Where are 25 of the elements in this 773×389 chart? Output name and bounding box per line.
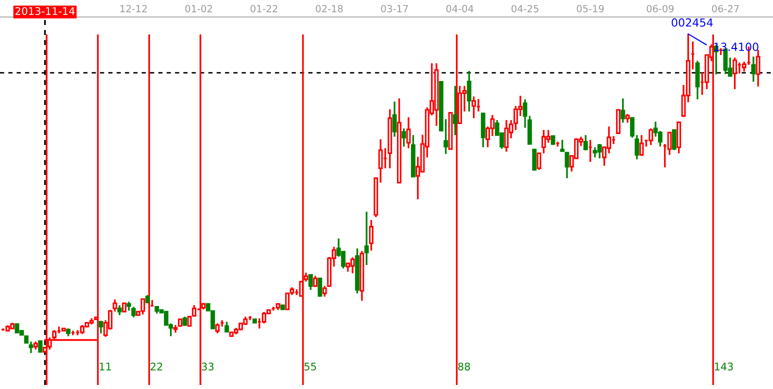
candlestick xyxy=(466,70,472,112)
x-tick-label: 04-25 xyxy=(512,4,538,12)
candlestick xyxy=(364,210,369,266)
text: 143 xyxy=(714,362,733,370)
text: 002454 xyxy=(672,18,713,27)
text: 11 xyxy=(100,362,111,370)
x-tick-label: 06-27 xyxy=(712,4,739,12)
text: 2013-11-14 xyxy=(15,7,75,15)
text: 88 xyxy=(458,362,470,370)
x-tick-label: 01-22 xyxy=(250,4,278,12)
x-tick-label: 03-17 xyxy=(381,4,408,12)
x-tick-label: 12-12 xyxy=(120,4,147,12)
x-tick-label: 02-18 xyxy=(316,4,343,12)
text: 55 xyxy=(304,362,316,370)
x-tick-label: 01-02 xyxy=(185,4,212,12)
candlestick xyxy=(406,116,411,150)
x-tick-label: 05-19 xyxy=(576,4,604,12)
text: 33 xyxy=(202,362,214,370)
x-tick-label: 04-04 xyxy=(446,4,474,12)
x-tick-label: 06-09 xyxy=(646,4,674,12)
candlestick xyxy=(392,100,397,138)
candlestick xyxy=(695,60,700,100)
candlestick xyxy=(751,56,756,83)
candlestick xyxy=(452,85,458,136)
text: 22 xyxy=(150,362,162,370)
